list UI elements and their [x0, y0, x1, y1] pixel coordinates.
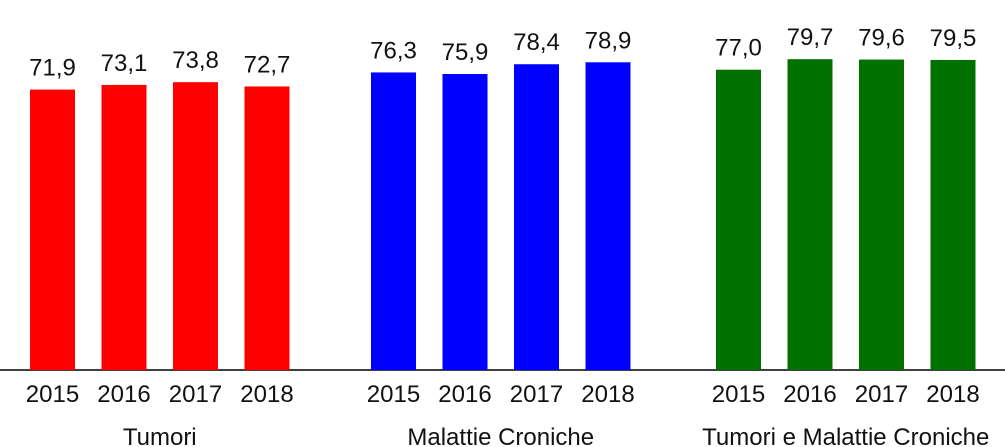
bar-group-1: 71,9 2015 73,1 2016 73,8 2017 72,7 2018 Tumori — [26, 47, 294, 447]
bar-2-2015 — [371, 72, 416, 371]
x-tick-label-3-2016: 2016 — [783, 381, 836, 408]
bar-2-2017 — [514, 64, 559, 371]
bar-2-2016 — [442, 73, 488, 371]
x-tick-label-1-2015: 2015 — [26, 381, 79, 408]
x-tick-label-1-2017: 2017 — [169, 381, 222, 408]
bar-3-2016 — [787, 59, 833, 371]
bar-1-2016 — [101, 84, 147, 370]
data-label-3-2015: 77,0 — [715, 35, 762, 62]
bar-1-2018 — [244, 86, 290, 370]
data-label-2-2015: 76,3 — [370, 37, 417, 64]
x-tick-label-3-2018: 2018 — [926, 381, 979, 408]
data-label-3-2018: 79,5 — [930, 25, 977, 52]
bar-3-2017 — [859, 59, 904, 371]
data-label-3-2016: 79,7 — [787, 24, 834, 51]
data-label-1-2016: 73,1 — [101, 50, 148, 77]
x-tick-label-2-2015: 2015 — [367, 381, 420, 408]
x-tick-label-3-2015: 2015 — [712, 381, 765, 408]
data-label-1-2017: 73,8 — [172, 47, 219, 74]
bar-group-3: 77,0 2015 79,7 2016 79,6 2017 79,5 2018 Tumori e… — [702, 24, 989, 447]
bar-3-2015 — [716, 69, 761, 370]
bar-group-2: 76,3 2015 75,9 2016 78,4 2017 78,9 2018 Malattie… — [367, 27, 635, 447]
bar-2-2018 — [585, 62, 631, 370]
x-tick-label-3-2017: 2017 — [855, 381, 908, 408]
x-tick-label-2-2017: 2017 — [510, 381, 563, 408]
data-label-2-2017: 78,4 — [513, 29, 560, 56]
data-label-1-2018: 72,7 — [244, 51, 291, 78]
x-tick-label-2-2016: 2016 — [438, 381, 491, 408]
group-label-1: Tumori — [123, 424, 197, 447]
data-label-1-2015: 71,9 — [29, 55, 76, 82]
bar-1-2015 — [30, 89, 75, 370]
group-label-2: Malattie Croniche — [407, 424, 594, 447]
data-label-2-2016: 75,9 — [442, 39, 489, 66]
x-tick-label-2-2018: 2018 — [581, 381, 634, 408]
x-tick-label-1-2016: 2016 — [97, 381, 150, 408]
bar-1-2017 — [173, 82, 218, 371]
x-tick-label-1-2018: 2018 — [240, 381, 293, 408]
bar-3-2018 — [930, 59, 976, 370]
data-label-2-2018: 78,9 — [585, 27, 632, 54]
data-label-3-2017: 79,6 — [858, 25, 905, 52]
group-label-3: Tumori e Malattie Croniche — [702, 424, 989, 447]
